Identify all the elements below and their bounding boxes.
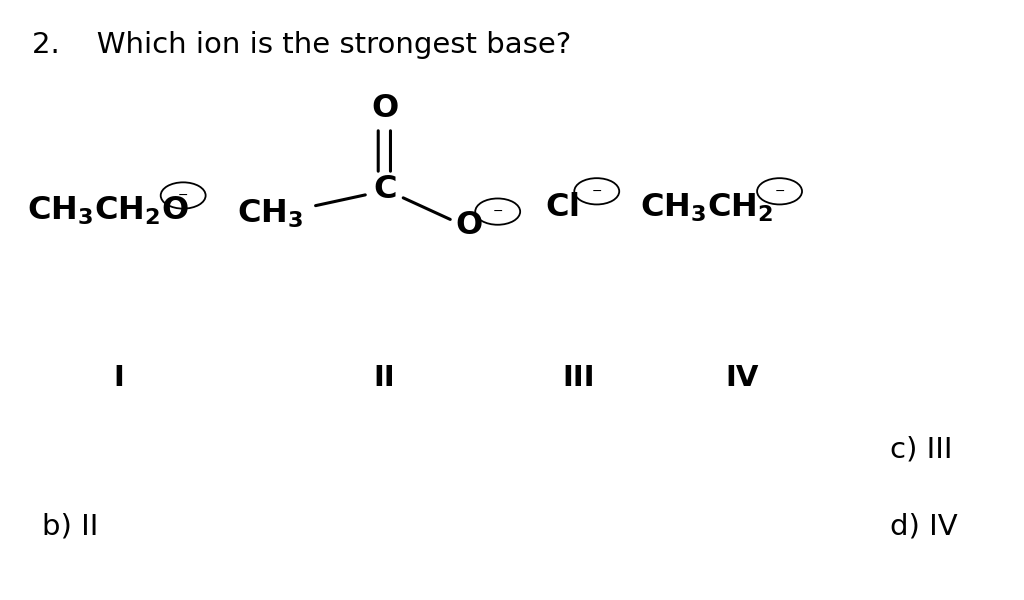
Text: −: − <box>774 185 784 198</box>
Text: $\mathbf{CH_3CH_2}$: $\mathbf{CH_3CH_2}$ <box>640 191 773 224</box>
Text: c) III: c) III <box>890 436 952 463</box>
Text: d) IV: d) IV <box>890 513 957 541</box>
Text: II: II <box>374 364 395 392</box>
Text: −: − <box>493 205 503 218</box>
Text: $\mathbf{C}$: $\mathbf{C}$ <box>373 174 396 205</box>
Text: $\mathbf{O}$: $\mathbf{O}$ <box>456 210 483 241</box>
Text: $\mathbf{Cl}$: $\mathbf{Cl}$ <box>545 192 579 223</box>
Text: III: III <box>562 364 595 392</box>
Text: −: − <box>178 189 188 202</box>
Text: $\mathbf{CH_3}$: $\mathbf{CH_3}$ <box>237 197 303 230</box>
Text: −: − <box>592 185 602 198</box>
Text: 2.    Which ion is the strongest base?: 2. Which ion is the strongest base? <box>32 31 571 59</box>
Text: b) II: b) II <box>42 513 98 541</box>
Text: $\mathbf{CH_3CH_2O}$: $\mathbf{CH_3CH_2O}$ <box>27 194 188 227</box>
Text: $\mathbf{O}$: $\mathbf{O}$ <box>371 94 398 124</box>
Text: IV: IV <box>725 364 759 392</box>
Text: I: I <box>114 364 124 392</box>
